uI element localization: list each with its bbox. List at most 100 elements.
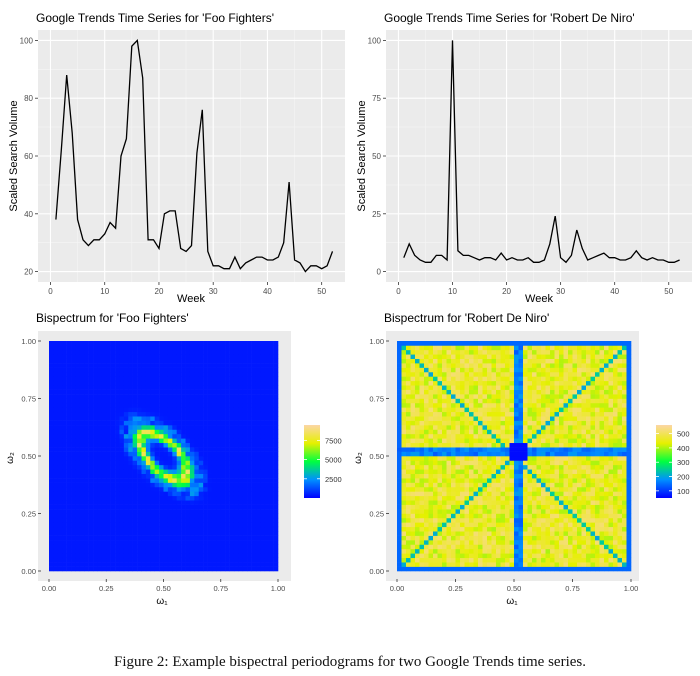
heatmap-cell (469, 349, 474, 355)
heatmap-cell (172, 411, 178, 417)
heatmap-cell (577, 367, 582, 373)
heatmap-cell (207, 504, 213, 510)
heatmap-cell (260, 504, 266, 510)
heatmap-cell (264, 438, 270, 444)
heatmap-cell (88, 341, 94, 346)
heatmap-cell (523, 358, 528, 364)
heatmap-cell (154, 438, 160, 444)
heatmap-cell (260, 411, 266, 417)
heatmap-cell (473, 544, 479, 550)
heatmap-cell (150, 358, 155, 364)
heatmap-cell (478, 500, 483, 505)
heatmap-cell (93, 451, 98, 457)
heatmap-cell (532, 464, 537, 470)
heatmap-cell (225, 394, 230, 399)
heatmap-cell (75, 451, 81, 457)
heatmap-cell (88, 548, 94, 554)
y-tick-label: 20 (24, 268, 33, 277)
heatmap-cell (57, 456, 63, 461)
heatmap-cell (487, 526, 492, 532)
heatmap-cell (79, 535, 85, 541)
heatmap-cell (496, 416, 501, 421)
heatmap-cell (536, 562, 542, 567)
heatmap-cell (509, 548, 515, 554)
heatmap-cell (415, 358, 420, 364)
heatmap-cell (478, 447, 483, 452)
heatmap-cell (57, 411, 63, 417)
heatmap-cell (527, 495, 533, 501)
heatmap-cell (93, 438, 98, 444)
heatmap-cell (406, 438, 411, 444)
heatmap-cell (514, 380, 519, 386)
heatmap-cell (415, 376, 420, 382)
heatmap-cell (451, 522, 456, 528)
heatmap-cell (541, 345, 546, 351)
heatmap-cell (451, 394, 456, 399)
heatmap-cell (442, 460, 447, 466)
heatmap-cell (273, 544, 279, 550)
heatmap-cell (110, 553, 116, 559)
heatmap-cell (455, 407, 461, 413)
heatmap-cell (150, 425, 155, 430)
heatmap-cell (545, 500, 551, 505)
heatmap-cell (424, 464, 429, 470)
heatmap-cell (203, 341, 208, 346)
heatmap-cell (251, 416, 257, 421)
heatmap-cell (424, 425, 429, 430)
heatmap-cell (428, 380, 434, 386)
heatmap-cell (260, 500, 266, 505)
heatmap-cell (473, 371, 479, 377)
heatmap-cell (410, 504, 416, 510)
heatmap-cell (128, 345, 133, 351)
heatmap-cell (433, 385, 438, 390)
heatmap-cell (419, 509, 425, 514)
heatmap-cell (397, 526, 402, 532)
heatmap-cell (442, 402, 447, 408)
heatmap-cell (273, 500, 279, 505)
heatmap-cell (460, 345, 465, 351)
heatmap-cell (189, 349, 195, 355)
heatmap-cell (238, 420, 244, 426)
heatmap-cell (505, 566, 510, 572)
heatmap-cell (469, 531, 474, 536)
heatmap-cell (545, 394, 551, 399)
heatmap-cell (154, 460, 160, 466)
heatmap-cell (523, 522, 528, 528)
heatmap-cell (49, 491, 54, 497)
heatmap-cell (53, 389, 59, 395)
heatmap-cell (446, 486, 452, 492)
heatmap-cell (106, 385, 111, 390)
heatmap-cell (433, 553, 438, 559)
heatmap-cell (451, 540, 456, 545)
heatmap-cell (273, 517, 279, 523)
heatmap-cell (446, 495, 452, 501)
heatmap-cell (128, 394, 133, 399)
heatmap-cell (225, 385, 230, 390)
heatmap-cell (159, 371, 164, 377)
heatmap-cell (207, 509, 213, 514)
heatmap-cell (536, 380, 542, 386)
heatmap-cell (523, 491, 528, 497)
heatmap-cell (397, 358, 402, 364)
heatmap-cell (514, 482, 519, 488)
heatmap-cell (536, 442, 542, 448)
x-tick-label: 10 (448, 287, 457, 296)
heatmap-cell (437, 460, 443, 466)
heatmap-cell (137, 522, 142, 528)
heatmap-cell (255, 491, 261, 497)
heatmap-cell (451, 473, 456, 479)
heatmap-cell (141, 566, 147, 572)
heatmap-cell (106, 531, 111, 536)
heatmap-cell (401, 544, 407, 550)
heatmap-cell (415, 553, 420, 559)
heatmap-cell (509, 491, 515, 497)
heatmap-cell (460, 504, 465, 510)
heatmap-cell (167, 358, 173, 364)
heatmap-cell (410, 398, 416, 404)
heatmap-cell (79, 544, 85, 550)
heatmap-cell (451, 380, 456, 386)
heatmap-cell (119, 566, 125, 572)
heatmap-cell (185, 460, 191, 466)
heatmap-cell (469, 341, 474, 346)
heatmap-cell (110, 363, 116, 368)
